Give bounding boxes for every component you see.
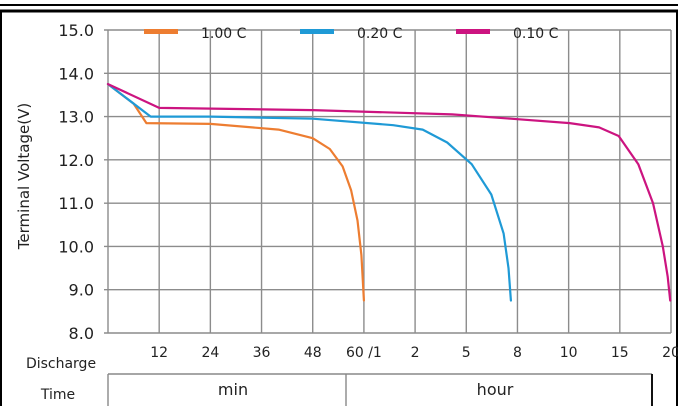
- x-axis-title-line-2: Time: [40, 387, 75, 403]
- x-tick-label: 12: [150, 345, 168, 361]
- y-tick-label: 14.0: [58, 64, 94, 83]
- legend-swatch: [456, 29, 490, 34]
- y-tick-label: 10.0: [58, 237, 94, 256]
- segment-label-min: min: [218, 380, 248, 399]
- series-line-0-20-c: [106, 83, 512, 302]
- x-tick-label: 48: [304, 345, 322, 361]
- legend-label: 0.20 C: [357, 26, 403, 42]
- y-tick-label: 15.0: [58, 21, 94, 40]
- x-tick-label: 15: [611, 345, 629, 361]
- y-tick-label: 13.0: [58, 108, 94, 127]
- y-tick-label: 9.0: [69, 281, 94, 300]
- x-tick-label: 10: [560, 345, 578, 361]
- x-tick-label: 2: [411, 345, 420, 361]
- data-series: [106, 83, 672, 302]
- legend-label: 0.10 C: [513, 26, 559, 42]
- x-tick-label: 24: [201, 345, 219, 361]
- series-line-0-10-c: [106, 83, 672, 302]
- series-line-1-00-c: [106, 83, 365, 302]
- legend-label: 1.00 C: [201, 26, 247, 42]
- y-tick-label: 8.0: [69, 324, 94, 343]
- x-axis-title-line-1: Discharge: [26, 356, 96, 372]
- y-axis-title: Terminal Voltage(V): [15, 103, 33, 250]
- legend: 1.00 C 0.20 C 0.10 C: [144, 26, 559, 42]
- legend-swatch: [300, 29, 334, 34]
- y-tick-label: 12.0: [58, 151, 94, 170]
- x-tick-label: 5: [462, 345, 471, 361]
- x-tick-labels: 12 24 36 48 60 /1 2 5 8 10 15 20: [150, 345, 678, 361]
- x-tick-label: 36: [253, 345, 271, 361]
- legend-swatch: [144, 29, 178, 34]
- x-tick-label: 60 /1: [346, 345, 382, 361]
- x-tick-label: 8: [513, 345, 522, 361]
- x-axis-footer: Discharge Time min hour: [26, 356, 653, 406]
- x-tick-label: 20: [662, 345, 678, 361]
- segment-label-hour: hour: [477, 380, 514, 399]
- y-axis: Terminal Voltage(V): [15, 103, 33, 250]
- y-tick-label: 11.0: [58, 194, 94, 213]
- y-tick-labels: 15.0 14.0 13.0 12.0 11.0 10.0 9.0 8.0: [58, 21, 94, 343]
- chart-grid: [104, 29, 672, 334]
